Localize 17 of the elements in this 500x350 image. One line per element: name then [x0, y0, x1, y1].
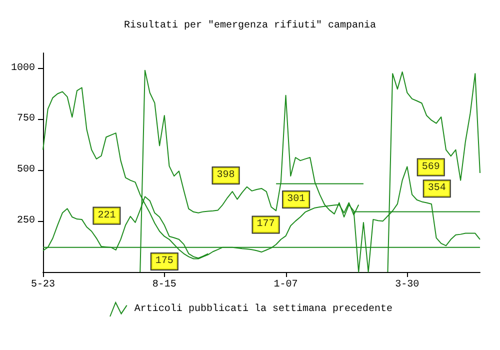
x-tick-label: 5-23 — [30, 280, 56, 290]
data-label: 177 — [256, 219, 275, 230]
data-label: 221 — [98, 210, 116, 222]
x-tick-label: 3-30 — [395, 280, 420, 290]
data-label: 301 — [287, 194, 306, 205]
x-tick-label: 1-07 — [274, 280, 298, 290]
data-label: 175 — [155, 256, 174, 268]
legend-label: Articoli pubblicati la settimana precedente — [134, 303, 392, 315]
y-tick-label: 500 — [16, 164, 36, 176]
y-tick-label: 750 — [16, 114, 36, 125]
data-label: 398 — [216, 170, 235, 182]
data-label: 569 — [422, 162, 440, 173]
x-tick-label: 8-15 — [152, 280, 176, 290]
data-label: 354 — [428, 183, 446, 194]
y-tick-label: 1000 — [10, 62, 36, 74]
y-tick-label: 250 — [16, 216, 36, 227]
chart-title: Risultati per "emergenza rifiuti" campania — [124, 20, 376, 32]
